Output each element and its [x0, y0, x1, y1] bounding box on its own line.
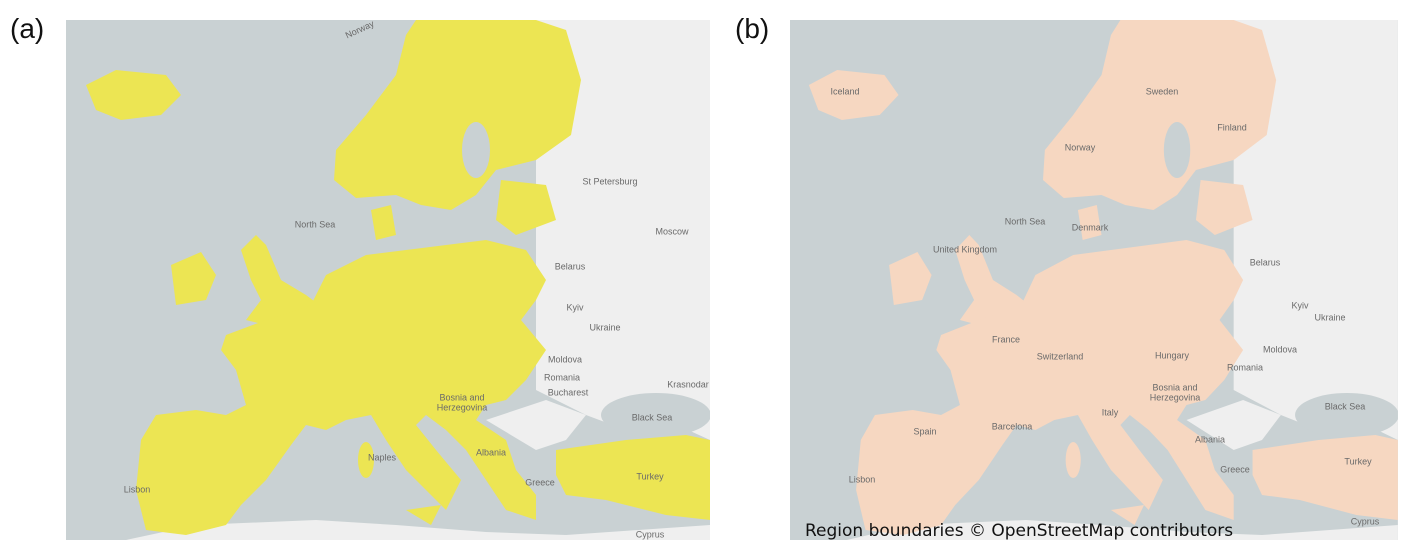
map-label: Lisbon: [124, 484, 151, 494]
map-label: Italy: [1102, 407, 1119, 417]
map-label: Romania: [544, 372, 580, 382]
map-label: Belarus: [555, 261, 586, 271]
sea: [601, 393, 710, 437]
map-label: Albania: [1195, 434, 1225, 444]
map-label: Black Sea: [632, 412, 673, 422]
map-label: Turkey: [636, 471, 664, 481]
map-label: Lisbon: [849, 474, 876, 484]
map-label: St Petersburg: [582, 176, 637, 186]
map-label: Norway: [1065, 142, 1096, 152]
map-label: Switzerland: [1037, 351, 1084, 361]
map-label: Romania: [1227, 362, 1263, 372]
map-label: Belarus: [1250, 257, 1281, 267]
map-label: Herzegovina: [1150, 392, 1201, 402]
panel-label: (a): [10, 13, 44, 44]
sea: [1295, 393, 1398, 437]
map-label: Naples: [368, 452, 397, 462]
sea: [1163, 122, 1191, 178]
map-label: Hungary: [1155, 350, 1190, 360]
map-label: Moldova: [548, 354, 582, 364]
panel-label: (b): [735, 13, 769, 44]
map-label: Greece: [1220, 464, 1250, 474]
map-label: Spain: [913, 426, 936, 436]
map-label: Black Sea: [1325, 401, 1366, 411]
map-label: Bucharest: [548, 387, 589, 397]
map-label: Barcelona: [992, 421, 1033, 431]
map-label: Bosnia and: [1152, 382, 1197, 392]
map-label: Finland: [1217, 122, 1247, 132]
map-label: Cyprus: [1351, 516, 1380, 526]
map-label: Ukraine: [1314, 312, 1345, 322]
map-label: France: [992, 334, 1020, 344]
map-label: Kyiv: [1291, 300, 1309, 310]
map-label: Denmark: [1072, 222, 1109, 232]
map-label: Herzegovina: [437, 402, 488, 412]
map-panel: [790, 20, 1398, 540]
map-label: North Sea: [295, 219, 336, 229]
map-label: United Kingdom: [933, 244, 997, 254]
map-panel: [66, 20, 710, 540]
attribution: Region boundaries © OpenStreetMap contri…: [805, 521, 1233, 541]
map-label: Krasnodar: [667, 379, 709, 389]
map-label: Sweden: [1146, 86, 1179, 96]
map-label: Bosnia and: [439, 392, 484, 402]
map-label: Turkey: [1344, 456, 1372, 466]
map-label: Kyiv: [566, 302, 584, 312]
map-label: Moscow: [655, 226, 689, 236]
map-label: Albania: [476, 447, 506, 457]
map-label: Greece: [525, 477, 555, 487]
map-label: Ukraine: [589, 322, 620, 332]
map-label: North Sea: [1005, 216, 1046, 226]
map-label: Cyprus: [636, 529, 665, 539]
sea: [462, 122, 490, 178]
map-label: Moldova: [1263, 344, 1297, 354]
map-label: Iceland: [830, 86, 859, 96]
